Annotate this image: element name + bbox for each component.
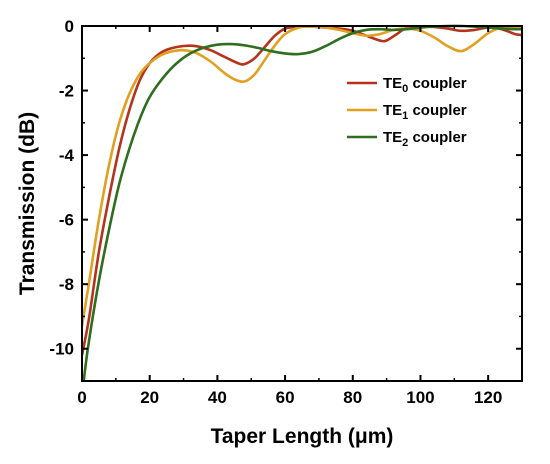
y-axis-title: Transmission (dB) bbox=[16, 112, 39, 295]
y-tick-label: -10 bbox=[49, 340, 74, 359]
x-tick-label: 80 bbox=[343, 388, 362, 407]
series-line-1 bbox=[82, 25, 522, 327]
legend: TE0 coupler TE1 coupler TE2 coupler bbox=[347, 75, 467, 149]
x-tick-label: 40 bbox=[208, 388, 227, 407]
y-tick-label: -2 bbox=[59, 82, 74, 101]
y-tick-label: -8 bbox=[59, 275, 74, 294]
axis-ticks: 0 20 40 60 80 100 120 0 -2 -4 -6 -8 -10 bbox=[49, 17, 522, 407]
legend-label-2: TE2 coupler bbox=[383, 129, 467, 149]
axes bbox=[81, 25, 523, 382]
x-axis-title: Taper Length (μm) bbox=[211, 425, 394, 448]
y-tick-label: -4 bbox=[59, 146, 75, 165]
legend-label-1: TE1 coupler bbox=[383, 102, 467, 122]
y-tick-label: -6 bbox=[59, 211, 74, 230]
x-tick-label: 120 bbox=[474, 388, 502, 407]
x-tick-label: 60 bbox=[276, 388, 295, 407]
x-tick-label: 20 bbox=[140, 388, 159, 407]
x-tick-label: 0 bbox=[77, 388, 86, 407]
plot-frame bbox=[81, 25, 523, 382]
y-tick-label: 0 bbox=[65, 17, 74, 36]
legend-label-0: TE0 coupler bbox=[383, 75, 467, 95]
x-tick-label: 100 bbox=[406, 388, 434, 407]
